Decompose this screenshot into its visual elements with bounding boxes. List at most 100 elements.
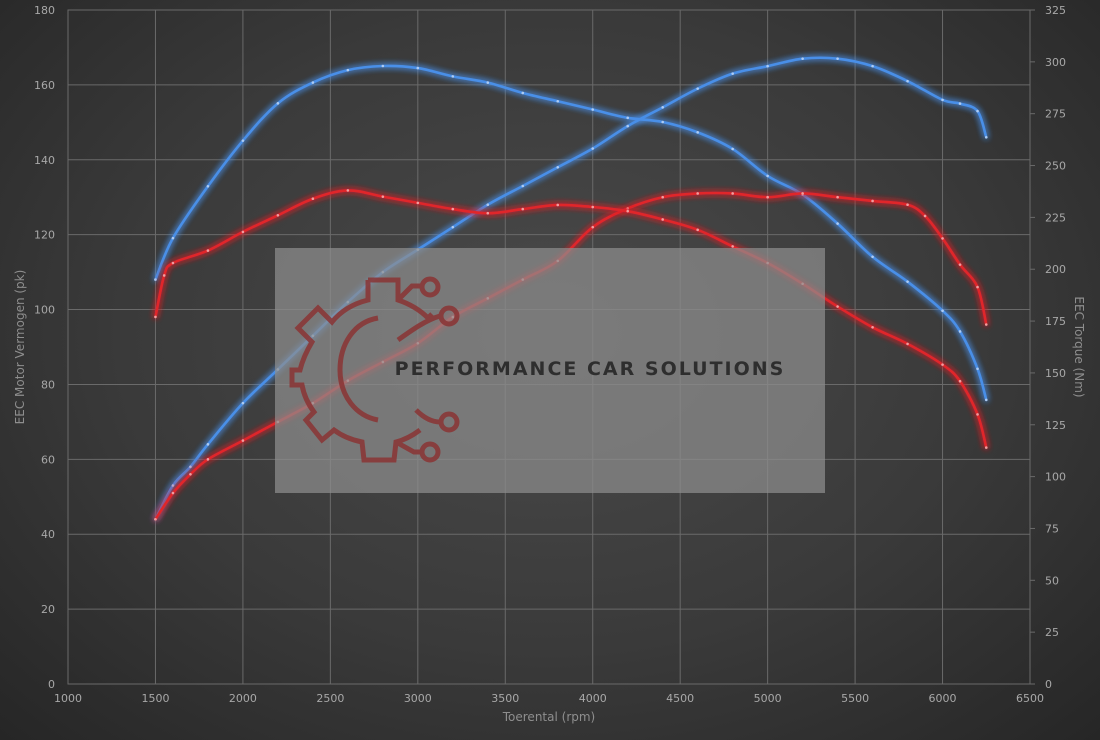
- series-2-point: [381, 64, 385, 68]
- series-4-point: [906, 342, 909, 346]
- left-tick-label: 140: [34, 154, 55, 167]
- series-3-point: [626, 207, 630, 210]
- x-tick-label: 6000: [929, 692, 957, 705]
- series-line-1: [154, 56, 988, 521]
- series-3-point: [591, 225, 595, 229]
- series-4-point: [591, 205, 595, 209]
- right-tick-label: 50: [1045, 574, 1059, 587]
- series-4-point: [381, 195, 385, 198]
- series-1-point: [189, 465, 192, 469]
- right-tick-label: 325: [1045, 4, 1066, 17]
- x-tick-label: 2500: [316, 692, 344, 705]
- series-4-point: [626, 209, 630, 213]
- series-1-point: [871, 64, 874, 68]
- x-axis-title: Toerental (rpm): [502, 710, 595, 724]
- series-2-point: [984, 398, 988, 402]
- series-4-point: [871, 325, 874, 329]
- right-tick-label: 225: [1045, 211, 1066, 224]
- series-2-point: [154, 278, 157, 281]
- grid: [67, 9, 1035, 685]
- series-2-point: [626, 116, 630, 120]
- watermark-text: PERFORMANCE CAR SOLUTIONS: [395, 358, 786, 380]
- left-tick-label: 80: [41, 378, 55, 391]
- series-3-point: [871, 199, 874, 203]
- series-3-point: [171, 491, 175, 495]
- x-tick-label: 3000: [404, 692, 432, 705]
- left-tick-label: 20: [41, 603, 55, 616]
- series-2-point: [556, 99, 560, 103]
- series-2-point: [311, 81, 315, 84]
- series-1-point: [591, 147, 595, 150]
- series-2-point: [416, 66, 420, 70]
- series-2-point: [696, 131, 699, 134]
- series-1-point: [906, 79, 909, 83]
- series-3-point: [206, 458, 210, 461]
- right-tick-label: 75: [1045, 522, 1059, 535]
- series-4-point: [416, 201, 420, 205]
- series-4-point: [958, 379, 962, 383]
- right-tick-label: 125: [1045, 419, 1066, 432]
- series-2-point: [521, 91, 525, 95]
- series-4-point: [486, 211, 490, 215]
- series-3-point: [661, 195, 664, 199]
- series-4-point: [154, 315, 157, 319]
- series-2-point: [941, 309, 944, 313]
- left-axis-title: EEC Motor Vermogen (pk): [13, 270, 27, 425]
- right-tick-label: 300: [1045, 56, 1066, 69]
- right-tick-label: 275: [1045, 108, 1066, 121]
- series-1-point: [958, 102, 962, 105]
- series-1-point: [801, 57, 804, 60]
- series-3-point: [984, 323, 988, 326]
- series-3-point: [941, 237, 944, 240]
- series-4-point: [171, 261, 175, 265]
- left-tick-label: 0: [48, 678, 55, 691]
- series-2-point: [871, 255, 874, 259]
- series-2-point: [241, 139, 245, 142]
- series-2-point: [661, 120, 664, 124]
- series-1-point: [836, 57, 839, 60]
- series-3-point: [801, 192, 804, 195]
- series-4-point: [521, 207, 525, 211]
- x-tick-label: 5500: [841, 692, 869, 705]
- series-2-point: [346, 68, 350, 72]
- series-2-point: [171, 236, 175, 240]
- series-4-point: [206, 249, 210, 252]
- series-1-point: [521, 184, 525, 188]
- left-tick-label: 100: [34, 304, 55, 317]
- series-4-point: [276, 214, 280, 217]
- left-tick-label: 120: [34, 229, 55, 242]
- series-4-point: [241, 230, 245, 234]
- series-4-point: [556, 203, 560, 207]
- left-tick-label: 180: [34, 4, 55, 17]
- right-tick-label: 250: [1045, 160, 1066, 173]
- series-3-point: [696, 192, 699, 195]
- right-tick-label: 100: [1045, 471, 1066, 484]
- series-1-point: [626, 124, 630, 128]
- x-tick-label: 5000: [754, 692, 782, 705]
- series-1-point: [556, 165, 560, 169]
- right-axis-title: EEC Torque (Nm): [1072, 296, 1086, 397]
- x-tick-label: 1000: [54, 692, 82, 705]
- series-4-point: [731, 245, 734, 248]
- series-1-point: [941, 98, 944, 102]
- right-tick-label: 25: [1045, 626, 1059, 639]
- series-4-point: [661, 218, 664, 221]
- x-tick-label: 2000: [229, 692, 257, 705]
- series-2-point: [836, 222, 839, 225]
- series-2-point: [731, 147, 734, 151]
- series-1-point: [731, 72, 734, 75]
- series-2-point: [906, 280, 909, 283]
- series-3-point: [766, 195, 769, 199]
- series-3-point: [241, 439, 245, 442]
- right-tick-label: 200: [1045, 263, 1066, 276]
- series-4-point: [836, 305, 839, 308]
- series-1-point: [486, 203, 490, 207]
- right-tick-label: 175: [1045, 315, 1066, 328]
- series-1-point: [171, 484, 175, 487]
- watermark: PERFORMANCE CAR SOLUTIONS: [275, 248, 825, 493]
- series-line-4: [154, 189, 988, 449]
- series-2-point: [276, 102, 280, 105]
- left-tick-label: 160: [34, 79, 55, 92]
- left-tick-label: 60: [41, 453, 55, 466]
- series-1-point: [451, 225, 455, 229]
